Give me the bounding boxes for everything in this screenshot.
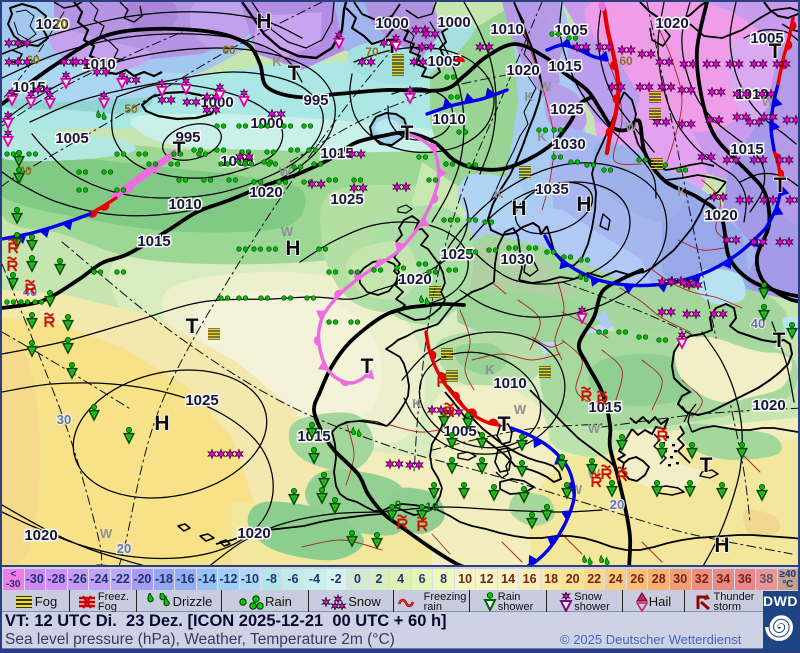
svg-text:30: 30 — [57, 412, 71, 427]
svg-text:1005: 1005 — [750, 30, 783, 47]
svg-text:995: 995 — [175, 129, 200, 146]
svg-text:T: T — [769, 40, 782, 63]
svg-text:H: H — [714, 534, 729, 557]
svg-text:20: 20 — [610, 497, 624, 512]
svg-text:T: T — [700, 454, 713, 477]
svg-text:K: K — [272, 54, 282, 69]
svg-text:1010: 1010 — [735, 86, 768, 103]
svg-text:10: 10 — [425, 500, 439, 514]
svg-text:1000: 1000 — [437, 14, 470, 31]
svg-text:995: 995 — [303, 92, 328, 109]
svg-text:1020: 1020 — [398, 271, 431, 288]
svg-text:K: K — [524, 89, 534, 104]
svg-text:1010: 1010 — [493, 375, 526, 392]
svg-text:1025: 1025 — [185, 392, 218, 409]
svg-text:T: T — [361, 355, 374, 378]
svg-text:1010: 1010 — [82, 56, 115, 73]
svg-text:1005: 1005 — [443, 423, 476, 440]
svg-text:70: 70 — [365, 45, 379, 59]
svg-text:1000: 1000 — [375, 15, 408, 32]
svg-text:1020: 1020 — [506, 62, 539, 79]
svg-text:H: H — [511, 197, 526, 220]
svg-text:1015: 1015 — [548, 58, 581, 75]
svg-text:W: W — [625, 119, 638, 134]
svg-text:1025: 1025 — [330, 191, 363, 208]
svg-text:60: 60 — [619, 54, 633, 68]
svg-text:60: 60 — [222, 43, 236, 57]
svg-text:1020: 1020 — [237, 525, 270, 542]
svg-text:1020: 1020 — [704, 207, 737, 224]
svg-text:H: H — [285, 237, 300, 260]
svg-text:40: 40 — [751, 316, 765, 331]
svg-text:T: T — [773, 329, 786, 352]
svg-text:1010: 1010 — [432, 111, 465, 128]
svg-text:20: 20 — [117, 541, 131, 556]
svg-text:1030: 1030 — [500, 251, 533, 268]
svg-text:T: T — [401, 122, 414, 145]
svg-text:1020: 1020 — [655, 15, 688, 32]
svg-text:1015: 1015 — [588, 399, 621, 416]
svg-text:1015: 1015 — [730, 141, 763, 158]
svg-text:K: K — [494, 186, 504, 201]
svg-text:0: 0 — [395, 498, 402, 512]
svg-text:K: K — [485, 362, 495, 377]
svg-text:H: H — [256, 10, 271, 33]
svg-text:1015: 1015 — [320, 145, 353, 162]
svg-text:1020: 1020 — [752, 397, 785, 414]
svg-text:T: T — [774, 174, 787, 197]
svg-text:1005: 1005 — [55, 130, 88, 147]
svg-text:1015: 1015 — [297, 428, 330, 445]
svg-text:W: W — [279, 164, 292, 179]
svg-text:T: T — [498, 413, 511, 436]
svg-text:1020: 1020 — [249, 184, 282, 201]
svg-text:K: K — [412, 396, 422, 411]
svg-text:W: W — [539, 79, 552, 94]
svg-text:W: W — [588, 421, 601, 436]
svg-text:1010: 1010 — [490, 21, 523, 38]
svg-text:W: W — [281, 224, 294, 239]
svg-text:T: T — [186, 315, 199, 338]
svg-text:1035: 1035 — [535, 181, 568, 198]
svg-text:H: H — [576, 193, 591, 216]
svg-text:1010: 1010 — [168, 196, 201, 213]
svg-text:W: W — [514, 402, 527, 417]
svg-text:T: T — [288, 62, 301, 85]
svg-text:1005: 1005 — [554, 22, 587, 39]
svg-text:70: 70 — [54, 17, 68, 31]
svg-text:H: H — [154, 412, 169, 435]
svg-text:1030: 1030 — [552, 136, 585, 153]
svg-text:1020: 1020 — [24, 527, 57, 544]
svg-text:W: W — [100, 526, 113, 541]
svg-text:K: K — [677, 184, 687, 199]
svg-text:1020: 1020 — [35, 16, 68, 33]
svg-text:1005: 1005 — [427, 53, 460, 70]
svg-text:1015: 1015 — [137, 233, 170, 250]
svg-text:K: K — [537, 129, 547, 144]
svg-text:1025: 1025 — [440, 246, 473, 263]
svg-text:T: T — [173, 138, 186, 161]
svg-text:50: 50 — [124, 102, 138, 116]
svg-text:1025: 1025 — [550, 101, 583, 118]
